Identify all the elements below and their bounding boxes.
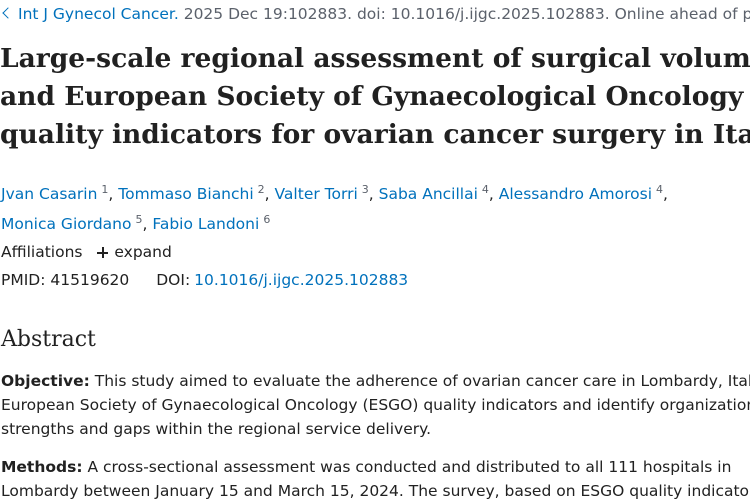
affiliation-number[interactable]: 1	[101, 183, 109, 196]
abstract-methods: Methods: A cross-sectional assessment wa…	[1, 455, 750, 500]
abstract-heading: Abstract	[1, 327, 96, 352]
affiliation-number[interactable]: 6	[263, 213, 271, 226]
objective-text: strengths and gaps within the regional s…	[1, 420, 432, 438]
expand-label: expand	[114, 243, 172, 261]
plus-icon	[97, 247, 109, 258]
affiliations-label: Affiliations	[1, 243, 83, 261]
citation-line: Int J Gynecol Cancer. 2025 Dec 19:102883…	[0, 4, 750, 24]
abstract-objective: Objective: This study aimed to evaluate …	[1, 369, 750, 441]
objective-label: Objective:	[1, 372, 90, 390]
affiliation-number[interactable]: 4	[481, 183, 489, 196]
affiliations-row: Affiliations expand	[1, 242, 172, 262]
identifiers-row: PMID: 41519620 DOI: 10.1016/j.ijgc.2025.1…	[1, 270, 408, 290]
author-link[interactable]: Alessandro Amorosi	[498, 185, 653, 203]
article-title-line: and European Society of Gynaecological O…	[0, 81, 744, 112]
affiliation-number[interactable]: 3	[361, 183, 369, 196]
pmid-value: 41519620	[50, 271, 130, 289]
article-title-line: Large-scale regional assessment of surgi…	[0, 43, 750, 74]
affiliation-number[interactable]: 2	[257, 183, 265, 196]
expand-affiliations-button[interactable]: expand	[97, 243, 172, 261]
author-link[interactable]: Jvan Casarin	[1, 185, 98, 203]
doi-link[interactable]: 10.1016/j.ijgc.2025.102883	[194, 271, 409, 289]
methods-text: Lombardy between January 15 and March 15…	[1, 482, 750, 500]
pmid-label: PMID:	[1, 271, 46, 289]
objective-text: This study aimed to evaluate the adheren…	[89, 372, 750, 390]
article-title: Large-scale regional assessment of surgi…	[0, 40, 750, 154]
affiliation-number[interactable]: 5	[135, 213, 143, 226]
journal-link[interactable]: Int J Gynecol Cancer.	[18, 5, 179, 23]
article-title-line: quality indicators for ovarian cancer su…	[0, 119, 750, 150]
author-link[interactable]: Monica Giordano	[1, 215, 132, 233]
doi-label: DOI:	[156, 271, 191, 289]
author-link[interactable]: Fabio Landoni	[152, 215, 260, 233]
authors-list: Jvan Casarin 1, Tommaso Bianchi 2, Valter …	[1, 183, 668, 233]
objective-text: European Society of Gynaecological Oncol…	[1, 396, 750, 414]
affiliation-number[interactable]: 4	[656, 183, 664, 196]
methods-text: A cross-sectional assessment was conduct…	[82, 458, 732, 476]
author-link[interactable]: Saba Ancillai	[378, 185, 478, 203]
methods-label: Methods:	[1, 458, 83, 476]
chevron-left-icon[interactable]	[2, 7, 14, 19]
author-link[interactable]: Tommaso Bianchi	[118, 185, 254, 203]
citation-details: 2025 Dec 19:102883. doi: 10.1016/j.ijgc.…	[183, 5, 750, 23]
author-link[interactable]: Valter Torri	[274, 185, 358, 203]
